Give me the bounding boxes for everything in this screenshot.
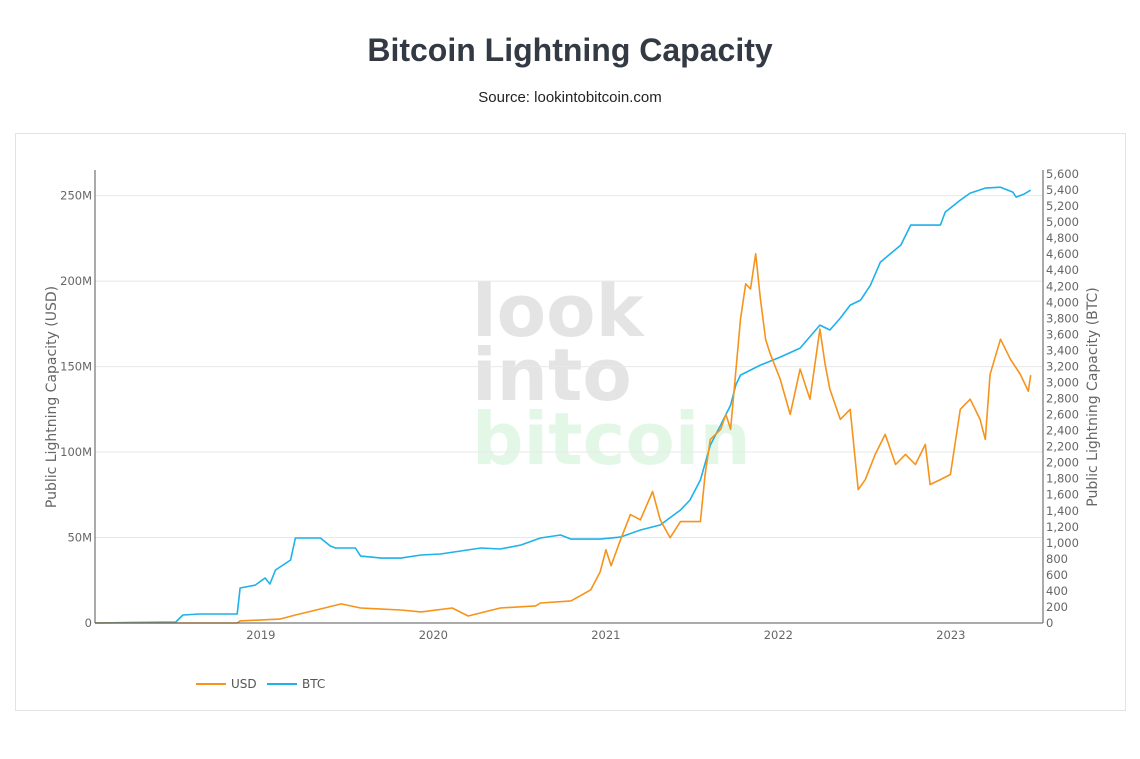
watermark-bitcoin: bitcoin xyxy=(472,397,751,481)
y2-tick-label: 5,000 xyxy=(1046,215,1079,229)
y2-tick-label: 5,600 xyxy=(1046,167,1079,181)
y-tick-label: 0 xyxy=(85,616,92,630)
y2-tick-label: 3,200 xyxy=(1046,359,1079,373)
x-tick-label: 2019 xyxy=(246,628,275,642)
chart-title: Bitcoin Lightning Capacity xyxy=(367,32,773,68)
y2-tick-label: 4,800 xyxy=(1046,231,1079,245)
legend-item-btc[interactable]: BTC xyxy=(267,677,325,691)
y-tick-label: 200M xyxy=(60,274,92,288)
chart-subtitle: Source: lookintobitcoin.com xyxy=(478,89,662,106)
series-line-btc xyxy=(94,186,1032,624)
y2-tick-label: 4,000 xyxy=(1046,295,1079,309)
y2-axis-label: Public Lightning Capacity (BTC) xyxy=(1085,287,1101,506)
x-tick-label: 2021 xyxy=(591,628,620,642)
y2-tick-label: 1,200 xyxy=(1046,520,1079,534)
y2-tick-label: 800 xyxy=(1046,552,1068,566)
y2-tick-label: 4,600 xyxy=(1046,247,1079,261)
y2-tick-label: 400 xyxy=(1046,584,1068,598)
legend-label-usd: USD xyxy=(231,677,257,691)
y-axis-label: Public Lightning Capacity (USD) xyxy=(44,286,60,508)
y2-tick-label: 5,200 xyxy=(1046,199,1079,213)
y2-tick-label: 0 xyxy=(1046,616,1053,630)
y2-tick-label: 5,400 xyxy=(1046,183,1079,197)
legend-item-usd[interactable]: USD xyxy=(196,677,257,691)
y2-tick-label: 4,400 xyxy=(1046,263,1079,277)
y2-tick-label: 3,400 xyxy=(1046,343,1079,357)
watermark-into: into xyxy=(472,333,632,417)
y-tick-label: 150M xyxy=(60,360,92,374)
y2-tick-label: 2,200 xyxy=(1046,440,1079,454)
y-tick-label: 100M xyxy=(60,445,92,459)
y2-tick-label: 3,000 xyxy=(1046,375,1079,389)
y2-tick-label: 4,200 xyxy=(1046,279,1079,293)
chart-frame xyxy=(15,133,1126,711)
y2-tick-label: 600 xyxy=(1046,568,1068,582)
legend: USD BTC xyxy=(196,677,325,691)
legend-label-btc: BTC xyxy=(302,677,325,691)
y2-tick-label: 200 xyxy=(1046,600,1068,614)
x-tick-label: 2022 xyxy=(764,628,793,642)
y2-tick-label: 3,600 xyxy=(1046,327,1079,341)
series-line-usd xyxy=(95,253,1032,624)
watermark-look: look xyxy=(472,269,646,353)
y2-tick-label: 2,600 xyxy=(1046,408,1079,422)
y2-tick-label: 2,000 xyxy=(1046,456,1079,470)
x-tick-label: 2020 xyxy=(419,628,448,642)
y2-tick-label: 1,600 xyxy=(1046,488,1079,502)
y2-tick-label: 2,400 xyxy=(1046,424,1079,438)
y-tick-label: 50M xyxy=(67,531,92,545)
y2-tick-label: 2,800 xyxy=(1046,392,1079,406)
x-tick-label: 2023 xyxy=(936,628,965,642)
y2-tick-label: 1,400 xyxy=(1046,504,1079,518)
y2-tick-label: 3,800 xyxy=(1046,311,1079,325)
y-tick-label: 250M xyxy=(60,189,92,203)
y2-tick-label: 1,800 xyxy=(1046,472,1079,486)
y2-tick-label: 1,000 xyxy=(1046,536,1079,550)
